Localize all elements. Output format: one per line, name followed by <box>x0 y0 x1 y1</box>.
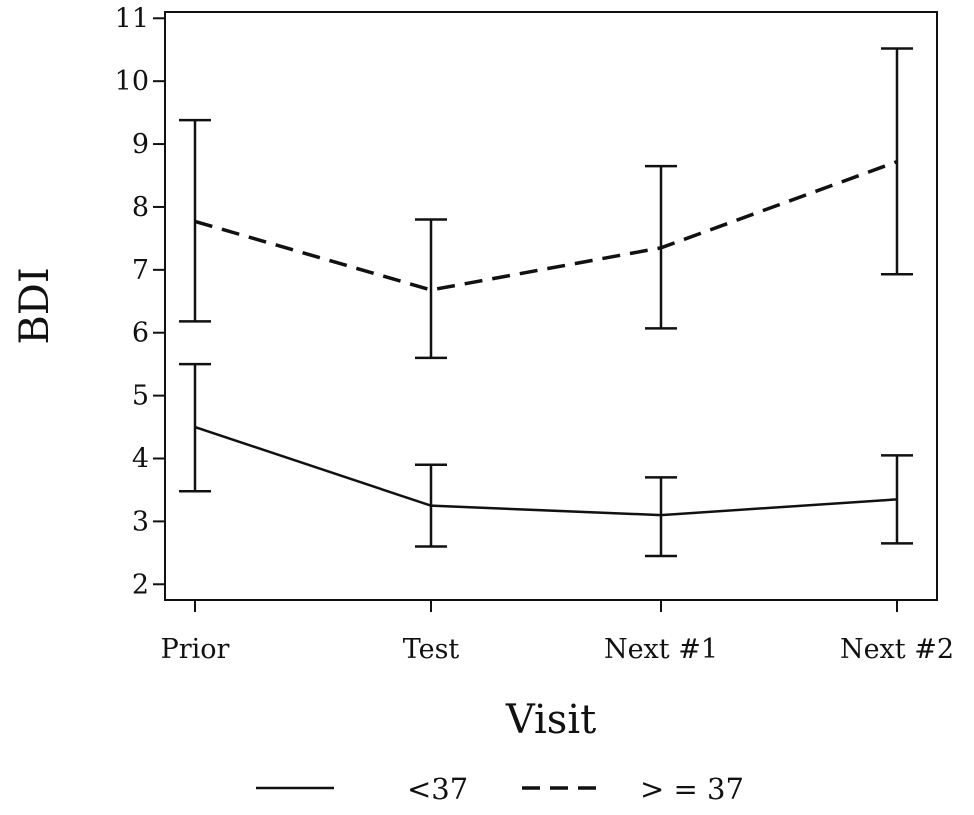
plot-frame <box>164 11 938 601</box>
x-tick-label: Next #2 <box>840 634 954 665</box>
y-tick-label: 4 <box>132 444 149 475</box>
x-axis-title: Visit <box>505 697 596 743</box>
x-axis: Prior Test Next #1 Next #2 <box>161 600 954 665</box>
y-tick-label: 5 <box>132 381 149 412</box>
x-tick-label: Test <box>403 634 460 665</box>
y-tick-label: 2 <box>132 569 149 600</box>
y-tick-label: 8 <box>132 192 149 223</box>
y-tick-label: 11 <box>115 3 149 34</box>
y-axis: 2 3 4 5 6 7 8 9 10 11 <box>115 3 165 600</box>
legend: <37 > = 37 <box>256 772 744 806</box>
y-tick-label: 6 <box>132 318 149 349</box>
y-tick-label: 9 <box>132 129 149 160</box>
x-tick-label: Next #1 <box>604 634 718 665</box>
y-tick-label: 3 <box>132 506 149 537</box>
y-axis-title: BDI <box>12 267 58 344</box>
x-tick-label: Prior <box>161 634 230 665</box>
y-tick-label: 7 <box>132 255 149 286</box>
legend-label-1: <37 <box>407 772 468 806</box>
legend-label-2: > = 37 <box>640 772 744 806</box>
series-line-2 <box>194 160 898 292</box>
y-tick-label: 10 <box>115 66 149 97</box>
series-line-1 <box>194 425 898 517</box>
series-layer <box>179 47 913 558</box>
